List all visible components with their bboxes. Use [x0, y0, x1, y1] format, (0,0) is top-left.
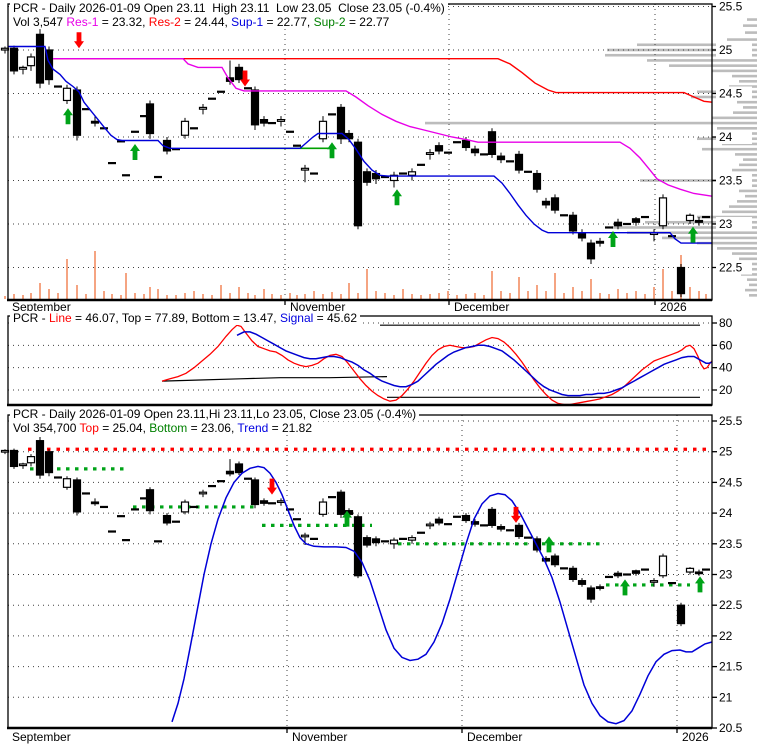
res1-label: Res-1 [66, 15, 99, 29]
buy-signal-arrow [392, 189, 402, 206]
buy-signal-arrow [63, 108, 73, 125]
svg-text:24: 24 [719, 130, 733, 144]
middle-panel-bg[interactable] [8, 316, 712, 405]
svg-text:21: 21 [719, 690, 733, 704]
buy-signal-arrow [695, 576, 705, 593]
svg-text:23: 23 [719, 568, 733, 582]
buy-signal-arrow [130, 143, 140, 160]
svg-text:80: 80 [719, 316, 733, 330]
oscillator-lines [161, 324, 713, 406]
trend-line-value: = 21.82 [268, 421, 313, 435]
bottom-panel-title: PCR - Daily 2026-01-09 Open 23.11,Hi 23.… [10, 407, 420, 421]
svg-text:20: 20 [719, 383, 733, 397]
sup2-value: = 22.77 [345, 15, 390, 29]
sup1-value: = 22.77, [263, 15, 314, 29]
svg-text:22: 22 [719, 629, 733, 643]
top-line-label: Top [79, 421, 99, 435]
res2-value: = 24.44, [180, 15, 232, 29]
svg-text:November: November [292, 730, 347, 744]
sup2-label: Sup-2 [313, 15, 346, 29]
res2-label: Res-2 [148, 15, 181, 29]
svg-text:November: November [290, 300, 345, 314]
svg-text:25.5: 25.5 [719, 414, 743, 428]
svg-text:21.5: 21.5 [719, 660, 743, 674]
top-time-axis: September November December 2026 [12, 300, 687, 314]
signal-value: = 45.62 [313, 311, 358, 325]
sell-signal-arrow [267, 478, 277, 495]
top-panel-levels: Vol 3,547 Res-1 = 23.32, Res-2 = 24.44, … [10, 15, 393, 29]
svg-text:20.5: 20.5 [719, 721, 743, 735]
bottom-line-value: = 23.06, [187, 421, 238, 435]
bottom-signal-arrows [267, 478, 705, 596]
svg-text:December: December [467, 730, 522, 744]
top-panel-ohlc-text: PCR - Daily 2026-01-09 Open 23.11 High 2… [13, 1, 445, 15]
middle-panel-title: PCR - Line = 46.07, Top = 77.89, Bottom … [10, 311, 361, 325]
volume-bars [4, 251, 707, 299]
trend-line-label: Trend [237, 421, 269, 435]
bottom-candlesticks [0, 436, 710, 627]
buy-signal-arrow [342, 510, 352, 527]
sell-signal-arrow [511, 506, 521, 523]
top-panel-title: PCR - Daily 2026-01-09 Open 23.11 High 2… [10, 1, 448, 15]
res1-value: = 23.32, [98, 15, 149, 29]
svg-text:September: September [12, 300, 71, 314]
svg-text:23.5: 23.5 [719, 174, 743, 188]
bottom-panel-levels: Vol 354,700 Top = 25.04, Bottom = 23.06,… [10, 421, 316, 435]
svg-text:25: 25 [719, 445, 733, 459]
line-label: Line [49, 311, 72, 325]
svg-text:December: December [454, 300, 509, 314]
svg-text:24.5: 24.5 [719, 87, 743, 101]
bottom-line-label: Bottom [149, 421, 188, 435]
top-price-axis: 25.5 25 24.5 24 23.5 23 22.5 [712, 0, 752, 275]
buy-signal-arrow [327, 142, 337, 159]
sell-signal-arrow [74, 32, 84, 49]
sup1-label: Sup-1 [231, 15, 264, 29]
bottom-v-gridlines [286, 415, 678, 728]
svg-text:25: 25 [719, 43, 733, 57]
svg-text:23: 23 [719, 217, 733, 231]
svg-text:2026: 2026 [682, 730, 709, 744]
bottom-panel-ohlc-text: PCR - Daily 2026-01-09 Open 23.11,Hi 23.… [13, 407, 417, 421]
svg-text:2026: 2026 [660, 300, 687, 314]
svg-text:September: September [12, 730, 71, 744]
middle-price-axis: 80 60 40 20 [712, 316, 733, 397]
oscillator-panel[interactable] [8, 316, 712, 405]
svg-text:60: 60 [719, 338, 733, 352]
svg-text:25.5: 25.5 [719, 0, 743, 14]
buy-signal-arrow [620, 579, 630, 596]
bottom-volume-text: Vol 354,700 [13, 421, 80, 435]
line-value: = 46.07, Top = 77.89, Bottom = 13.47, [71, 311, 280, 325]
svg-text:40: 40 [719, 361, 733, 375]
top-candlesticks [0, 29, 710, 298]
top-signal-arrows [63, 32, 698, 247]
trend-line [171, 465, 713, 725]
svg-text:22.5: 22.5 [719, 261, 743, 275]
bottom-time-axis: September November December 2026 [12, 728, 709, 744]
buy-signal-arrow [544, 536, 554, 553]
top-overlay-lines [8, 45, 713, 244]
svg-text:24: 24 [719, 506, 733, 520]
svg-text:24.5: 24.5 [719, 475, 743, 489]
sell-signal-arrow [240, 70, 250, 87]
signal-label: Signal [279, 311, 314, 325]
top-volume-text: Vol 3,547 [13, 15, 67, 29]
middle-symbol-text: PCR - [13, 311, 49, 325]
bottom-price-axis: 25.5 25 24.5 24 23.5 23 22.5 22 21.5 21 20.5 [712, 414, 743, 735]
buy-signal-arrow [688, 226, 698, 243]
buy-signal-arrow [608, 230, 618, 247]
svg-text:22.5: 22.5 [719, 598, 743, 612]
top-line-value: = 25.04, [98, 421, 150, 435]
svg-text:23.5: 23.5 [719, 537, 743, 551]
